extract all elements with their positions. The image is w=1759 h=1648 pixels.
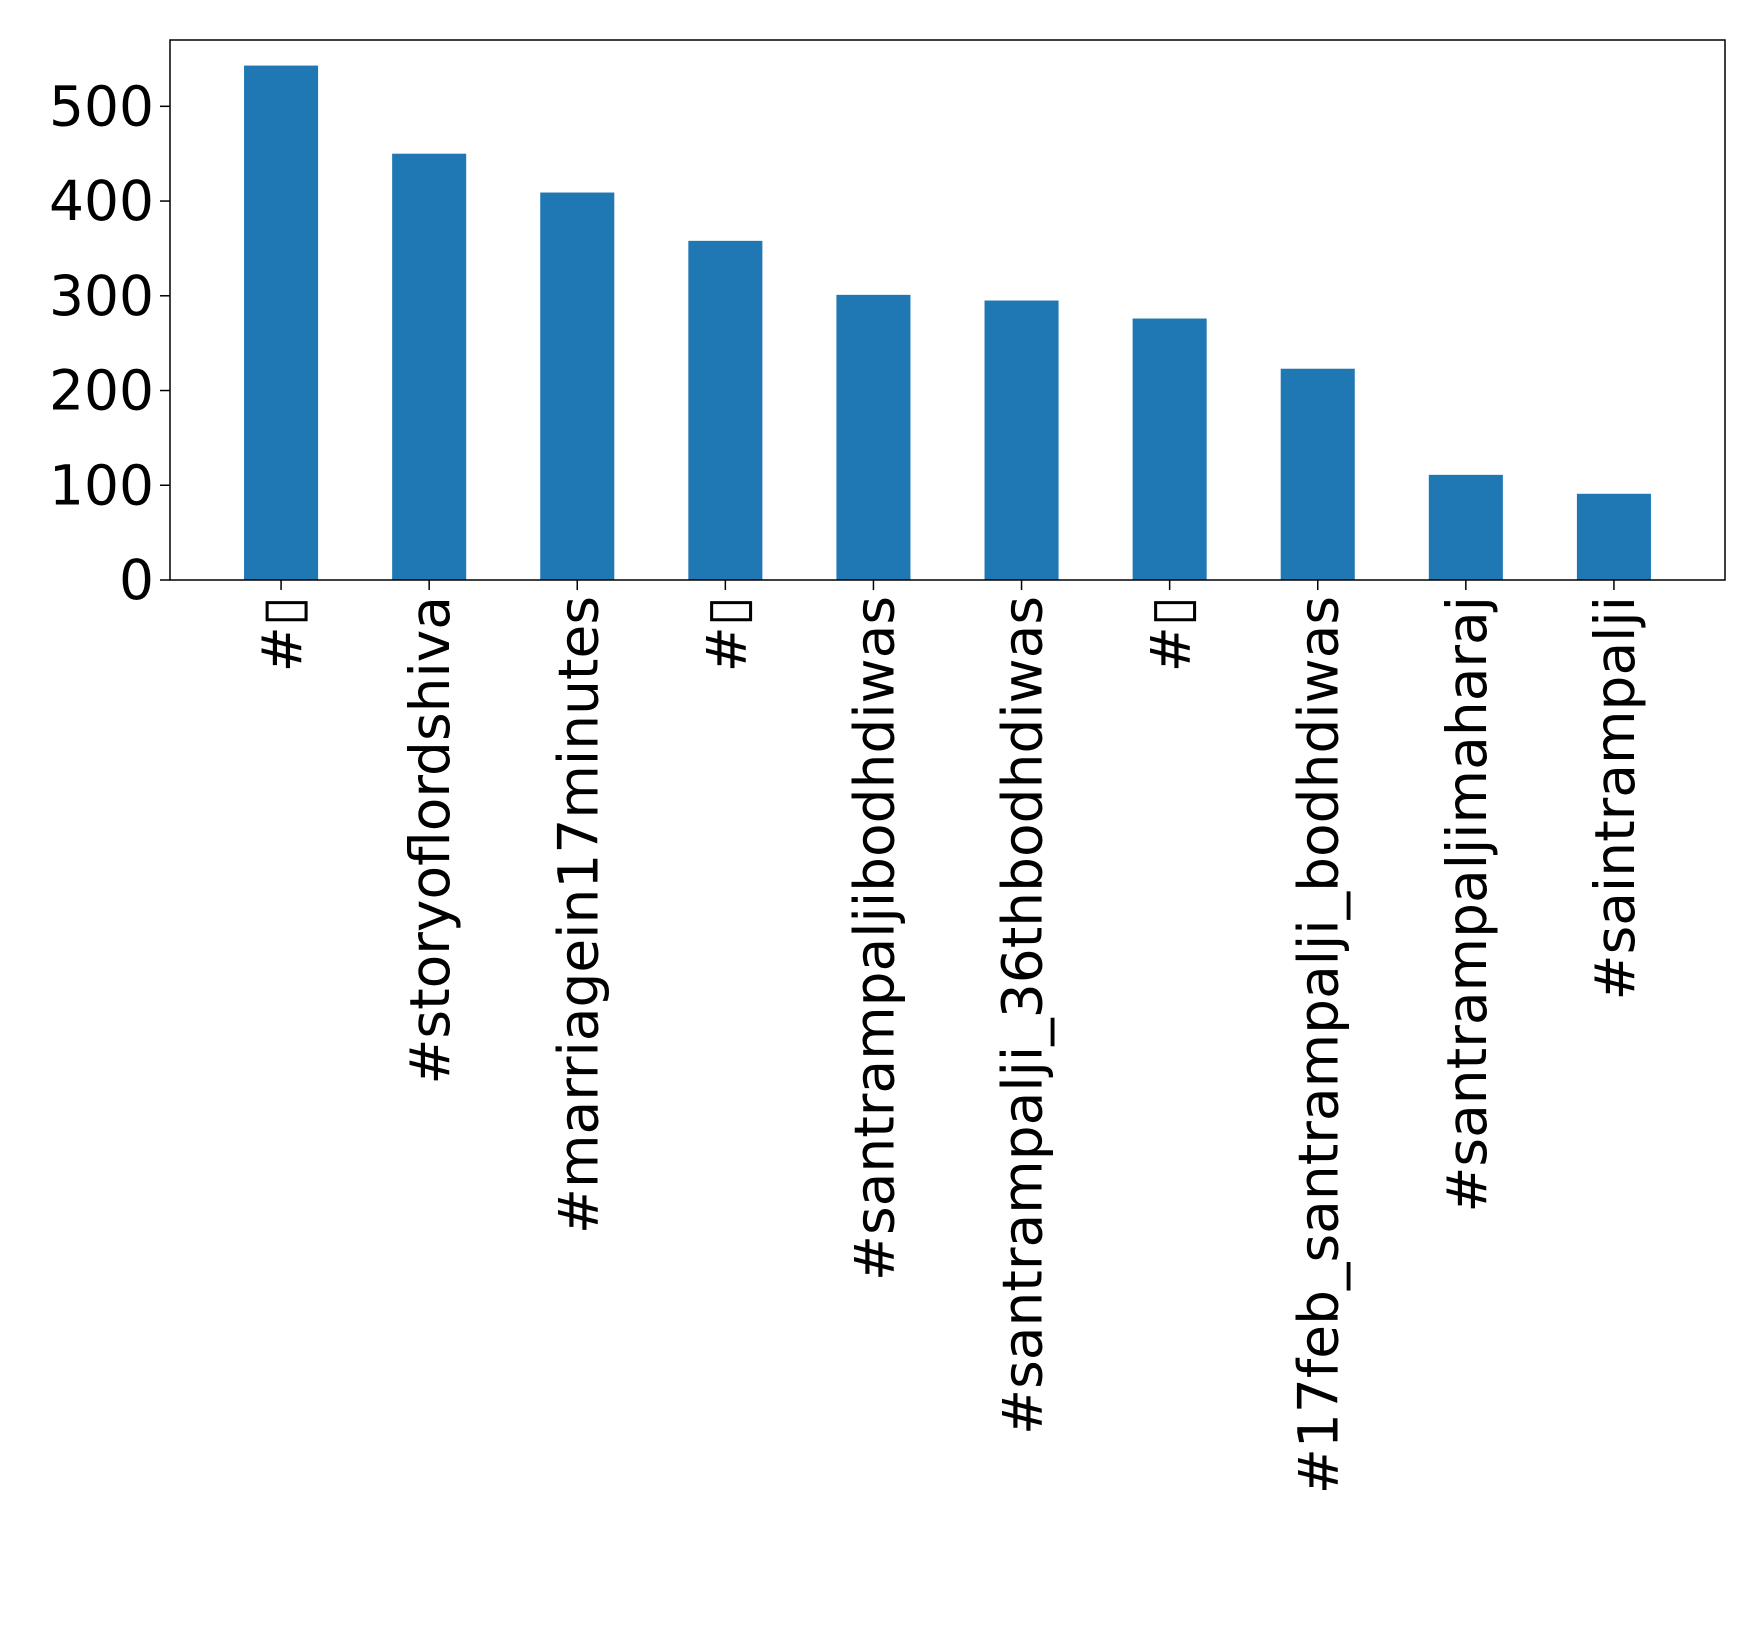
x-tick-label: #▯ bbox=[250, 596, 314, 672]
y-tick-label: 100 bbox=[49, 453, 154, 517]
x-tick-label: #santrampalji_36thbodhdiwas bbox=[991, 596, 1055, 1435]
y-tick-label: 0 bbox=[119, 548, 154, 612]
y-tick-label: 500 bbox=[49, 74, 154, 138]
y-tick-label: 200 bbox=[49, 359, 154, 423]
bar bbox=[836, 294, 911, 580]
x-tick-label: #▯ bbox=[694, 596, 758, 672]
bar bbox=[688, 240, 763, 580]
bar bbox=[1132, 318, 1207, 580]
bars-layer bbox=[244, 65, 1651, 581]
x-axis: #▯ #storyoflordshiva #marriagein17minutes #… bbox=[250, 580, 1647, 1494]
bar bbox=[1428, 474, 1503, 580]
plot-frame bbox=[169, 39, 1726, 581]
x-tick-label: #▯ bbox=[1139, 596, 1203, 672]
x-tick-label: #santrampaljimaharaj bbox=[1435, 596, 1499, 1213]
x-tick-label: #marriagein17minutes bbox=[546, 596, 610, 1234]
bar bbox=[244, 65, 319, 580]
x-tick-label: #17feb_santrampalji_bodhdiwas bbox=[1287, 596, 1351, 1494]
y-axis: 0 100 200 300 400 500 bbox=[49, 74, 170, 612]
bar bbox=[984, 300, 1059, 580]
x-tick-label: #storyoflordshiva bbox=[398, 596, 462, 1085]
x-tick-label: #santrampaljibodhdiwas bbox=[842, 596, 906, 1281]
bar bbox=[392, 153, 467, 580]
bar bbox=[1280, 368, 1355, 580]
bar bbox=[1576, 493, 1651, 580]
y-tick-label: 300 bbox=[49, 264, 154, 328]
x-tick-label: #saintrampalji bbox=[1583, 596, 1647, 1001]
y-tick-label: 400 bbox=[49, 169, 154, 233]
bar bbox=[540, 192, 615, 581]
